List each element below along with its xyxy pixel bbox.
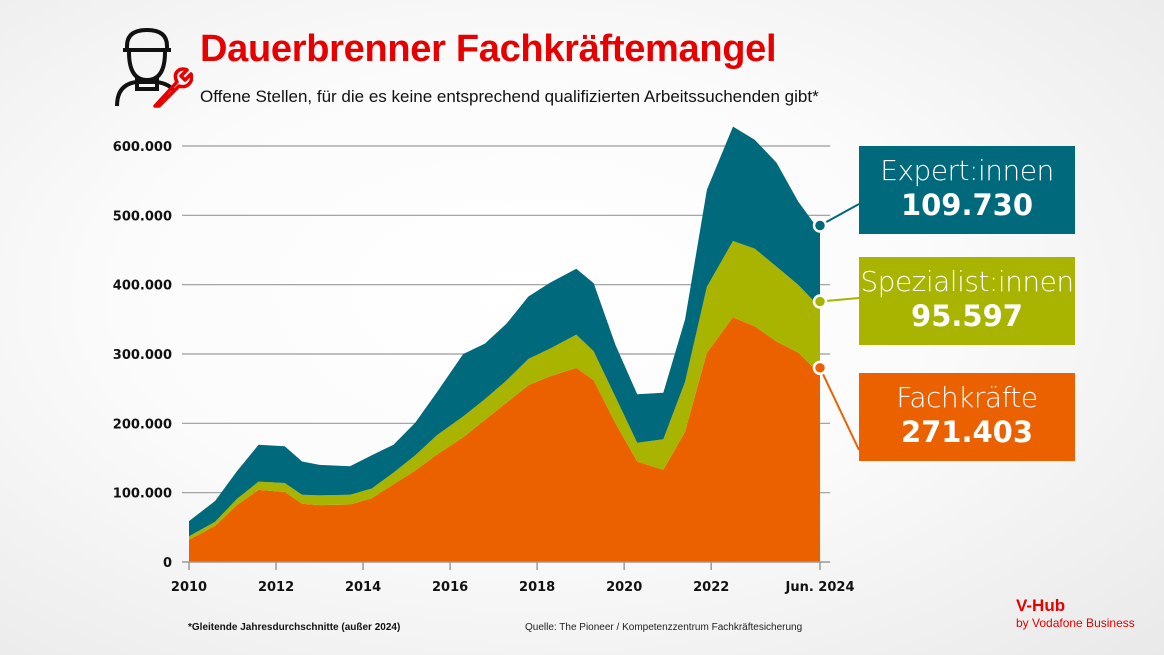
connector-dot <box>812 218 828 233</box>
area-expertinnen <box>189 126 820 537</box>
connector-dot <box>812 360 828 376</box>
x-tick-label: 2020 <box>606 580 642 595</box>
x-tick-label: 2014 <box>345 580 381 595</box>
legend-label: Fachkräfte <box>896 381 1038 414</box>
brand-logo: V-Hub by Vodafone Business <box>1016 596 1135 631</box>
x-tick-label: 2010 <box>171 580 207 595</box>
legend-value: 109.730 <box>900 188 1034 222</box>
source-note: Quelle: The Pioneer / Kompetenzzentrum F… <box>525 622 803 633</box>
legend-value: 271.403 <box>900 415 1034 449</box>
y-tick-label: 500.000 <box>113 209 172 224</box>
y-tick-label: 600.000 <box>113 140 172 155</box>
x-axis-ticks: 2010 2012 2014 2016 2018 2020 2022 Jun. 2024 <box>171 562 855 595</box>
legend-label: Spezialist:innen <box>860 265 1074 298</box>
worker-with-wrench-icon <box>113 24 194 108</box>
y-axis-ticks: 0 100.000 200.000 300.000 400.000 500.000 600.… <box>113 140 172 571</box>
brand-subtitle: by Vodafone Business <box>1016 616 1135 630</box>
y-tick-label: 200.000 <box>113 417 172 432</box>
x-tick-label: 2012 <box>258 580 294 595</box>
area-series <box>189 126 820 562</box>
area-spezialistinnen <box>189 241 820 540</box>
y-tick-label: 100.000 <box>113 487 172 502</box>
y-tick-label: 400.000 <box>113 279 172 294</box>
connector-dot <box>812 294 828 309</box>
legend-value: 95.597 <box>911 299 1023 333</box>
connector-line <box>819 367 860 451</box>
legend-label: Expert:innen <box>880 154 1054 187</box>
page-title: Dauerbrenner Fachkräftemangel <box>200 28 777 70</box>
x-tick-label: 2022 <box>693 580 729 595</box>
legend-box-fachkraefte: Fachkräfte 271.403 <box>859 373 1075 461</box>
y-tick-label: 300.000 <box>113 348 172 363</box>
area-fachkrfte <box>189 317 820 562</box>
brand-name: V-Hub <box>1016 596 1066 615</box>
x-tick-label: Jun. 2024 <box>785 580 855 595</box>
y-tick-label: 0 <box>163 556 172 571</box>
footnote: *Gleitende Jahresdurchschnitte (außer 20… <box>188 622 401 633</box>
x-tick-label: 2018 <box>519 580 555 595</box>
connector-line <box>819 203 860 227</box>
legend-box-spezialistinnen: Spezialist:innen 95.597 <box>859 257 1075 345</box>
legend-connectors <box>812 203 860 451</box>
x-tick-label: 2016 <box>432 580 468 595</box>
legend-box-expertinnen: Expert:innen 109.730 <box>859 146 1075 234</box>
page-subtitle: Offene Stellen, für die es keine entspre… <box>200 87 819 106</box>
